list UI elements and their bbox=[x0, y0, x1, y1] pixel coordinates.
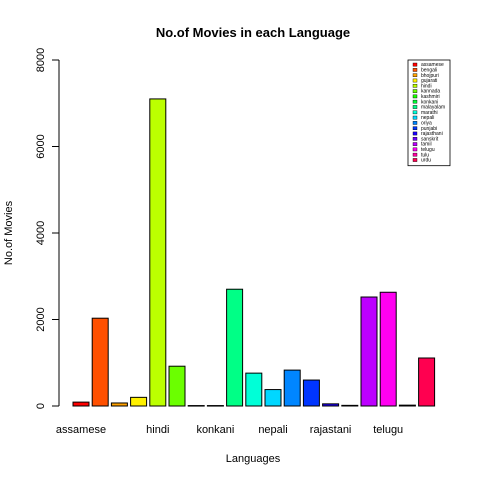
legend-label: malayalam bbox=[421, 105, 445, 111]
legend-label: oriya bbox=[421, 121, 432, 127]
bar-telugu bbox=[379, 291, 397, 407]
legend-label: marathi bbox=[421, 110, 438, 116]
bar-punjabi bbox=[302, 379, 320, 407]
legend-label: nepali bbox=[421, 115, 434, 121]
bar-marathi bbox=[245, 372, 263, 407]
legend-label: kashmiri bbox=[421, 94, 440, 100]
bar-tulu bbox=[398, 404, 416, 407]
bars bbox=[72, 98, 436, 407]
bar-malayalam bbox=[226, 288, 244, 407]
legend-label: telugu bbox=[421, 147, 435, 153]
x-tick-label: telugu bbox=[373, 424, 403, 436]
legend-swatch bbox=[412, 158, 418, 162]
legend-swatch bbox=[412, 68, 418, 72]
chart-title: No.of Movies in each Language bbox=[156, 25, 350, 40]
bar-nepali bbox=[264, 389, 282, 407]
legend-swatch bbox=[412, 110, 418, 115]
y-tick-label: 0 bbox=[35, 403, 47, 409]
legend-swatch bbox=[412, 121, 418, 125]
y-tick-label: 4000 bbox=[35, 221, 47, 245]
bar-bhojpuri bbox=[110, 402, 128, 407]
bar-oriya bbox=[283, 369, 301, 407]
x-tick-label: nepali bbox=[258, 424, 287, 436]
legend-label: rajasthani bbox=[421, 131, 443, 137]
legend-swatch bbox=[412, 147, 418, 152]
bar-sanskrit bbox=[341, 404, 359, 407]
bar-kashmiri bbox=[187, 405, 205, 407]
legend-swatch bbox=[412, 131, 418, 136]
y-axis: 0 2000 4000 6000 8000 bbox=[35, 48, 60, 409]
legend-swatch bbox=[412, 94, 418, 99]
y-tick-label: 2000 bbox=[35, 307, 47, 331]
legend-label: kannada bbox=[421, 89, 440, 95]
bar-rajasthani bbox=[322, 403, 340, 407]
legend-label: bengali bbox=[421, 68, 437, 74]
legend-swatch bbox=[412, 89, 418, 93]
bar-konkani bbox=[206, 405, 224, 407]
legend-label: assamese bbox=[421, 62, 444, 68]
bar-assamese bbox=[72, 401, 90, 407]
y-tick-label: 8000 bbox=[35, 48, 47, 72]
legend-swatch bbox=[412, 136, 418, 141]
legend-label: hindi bbox=[421, 83, 432, 89]
bar-hindi bbox=[149, 98, 167, 407]
legend-swatch bbox=[412, 142, 418, 146]
y-tick-label: 6000 bbox=[35, 134, 47, 158]
bar-gujarati bbox=[130, 396, 148, 407]
legend-swatch bbox=[412, 126, 418, 130]
bar-tamil bbox=[360, 296, 378, 407]
legend-swatch bbox=[412, 115, 418, 120]
legend-swatch bbox=[412, 73, 418, 77]
legend-swatch bbox=[412, 99, 418, 104]
x-tick-label: konkani bbox=[196, 424, 234, 436]
x-tick-label: rajastani bbox=[310, 424, 352, 436]
legend-label: gujarati bbox=[421, 78, 437, 84]
legend: assamesebengalibhojpurigujaratihindikann… bbox=[407, 59, 451, 167]
legend-swatch bbox=[412, 62, 418, 67]
bar-urdu bbox=[418, 357, 436, 407]
legend-label: tulu bbox=[421, 152, 429, 158]
legend-label: tamil bbox=[421, 142, 432, 148]
bar-bengali bbox=[91, 317, 109, 407]
legend-label: urdu bbox=[421, 158, 431, 164]
bar-kannada bbox=[168, 365, 186, 407]
legend-label: sanskrit bbox=[421, 136, 439, 142]
y-axis-label: No.of Movies bbox=[3, 200, 15, 265]
legend-swatch bbox=[412, 78, 418, 83]
x-tick-label: hindi bbox=[146, 424, 169, 436]
legend-swatch bbox=[412, 83, 418, 88]
x-axis-tick-labels: assamese hindi konkani nepali rajastani telug… bbox=[56, 424, 403, 436]
legend-label: punjabi bbox=[421, 126, 437, 132]
legend-label: konkani bbox=[421, 99, 438, 105]
x-tick-label: assamese bbox=[56, 424, 106, 436]
legend-swatch bbox=[412, 152, 418, 157]
x-axis-label: Languages bbox=[226, 453, 281, 465]
legend-label: bhojpuri bbox=[421, 73, 439, 79]
legend-swatch bbox=[412, 105, 418, 109]
